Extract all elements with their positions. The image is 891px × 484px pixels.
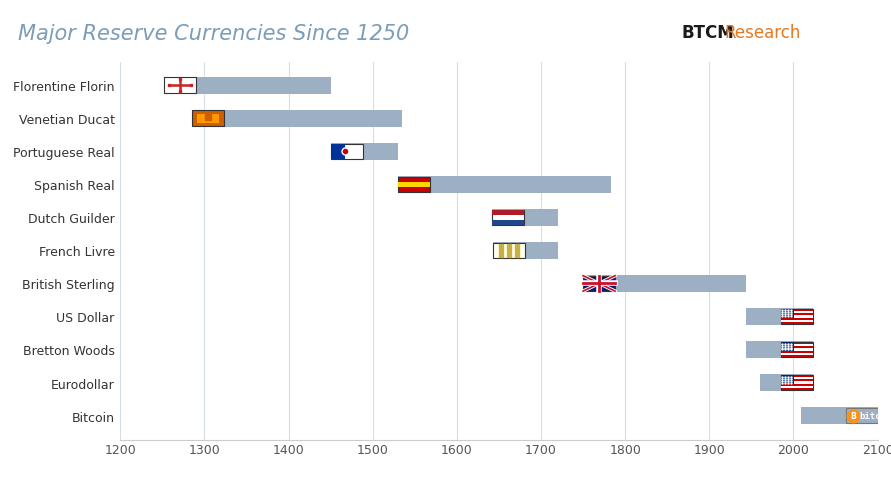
Bar [398,177,430,193]
Bar [801,407,878,424]
Bar [846,408,878,424]
Bar [781,309,794,318]
Bar [781,386,813,388]
Bar [583,276,615,291]
Bar [197,114,219,123]
Bar [492,209,558,227]
Text: Research: Research [724,24,801,42]
Text: bitcoin: bitcoin [859,411,891,420]
Text: B: B [850,411,855,420]
Bar [492,220,524,226]
Bar [781,316,813,318]
Bar [164,78,196,94]
Bar [781,342,813,358]
Bar [192,110,402,128]
Bar [781,353,813,355]
Bar [760,374,813,391]
Bar [781,309,813,324]
Bar [781,311,813,314]
Bar [781,375,813,391]
Text: BTCM: BTCM [682,24,734,42]
Bar [492,210,524,226]
Bar [492,210,524,215]
Bar [398,182,430,187]
Bar [164,77,331,94]
Bar [493,242,558,259]
Bar [781,342,794,351]
Bar [331,144,363,160]
Bar [331,144,345,160]
Bar [747,308,813,325]
Text: Major Reserve Currencies Since 1250: Major Reserve Currencies Since 1250 [18,24,409,44]
Bar [331,143,398,161]
Bar [781,382,813,384]
Bar [781,348,813,351]
Bar [398,176,611,194]
Bar [747,341,813,358]
Bar [781,375,794,384]
Bar [493,243,525,258]
Bar [781,344,813,347]
Bar [192,111,224,127]
Bar [781,377,813,379]
Bar [583,275,747,292]
Bar [781,320,813,322]
